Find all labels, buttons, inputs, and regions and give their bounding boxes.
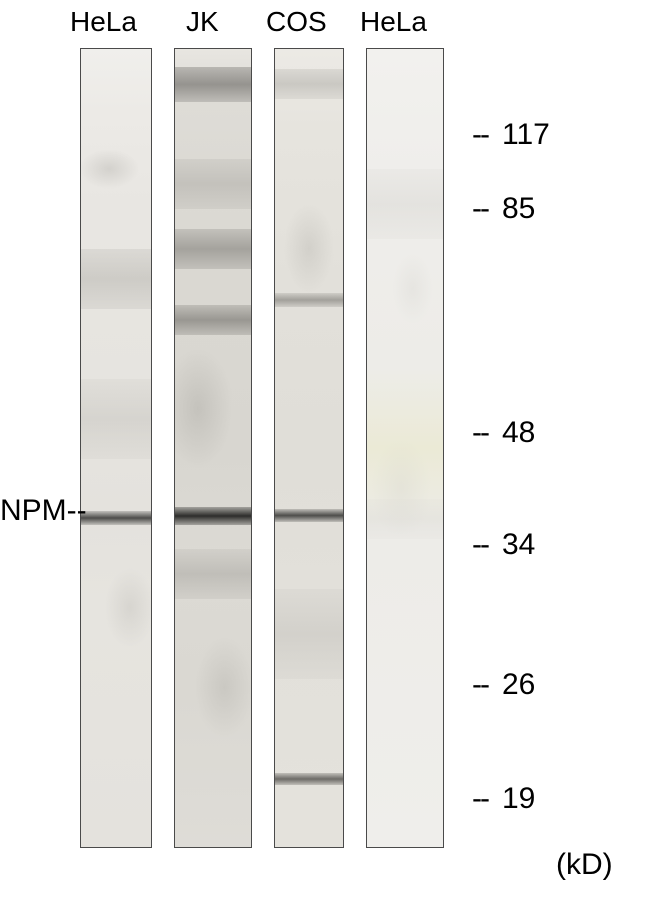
mw-tick: -- xyxy=(472,782,488,816)
blot-band xyxy=(367,499,443,539)
lane-label-2: JK xyxy=(186,6,219,38)
lane-1 xyxy=(80,48,152,848)
blot-band xyxy=(175,549,251,599)
mw-value: 19 xyxy=(502,782,535,816)
blot-band xyxy=(175,229,251,269)
blot-band xyxy=(81,511,151,525)
blot-band xyxy=(367,169,443,239)
lane-label-4: HeLa xyxy=(360,6,427,38)
blot-band xyxy=(275,589,343,679)
mw-value: 34 xyxy=(502,528,535,562)
lane-label-1: HeLa xyxy=(70,6,137,38)
blot-band xyxy=(175,159,251,209)
blot-band xyxy=(175,507,251,525)
mw-marker: -- 34 xyxy=(472,528,535,562)
mw-value: 85 xyxy=(502,192,535,226)
mw-marker: -- 85 xyxy=(472,192,535,226)
mw-tick: -- xyxy=(472,668,488,702)
lane-noise xyxy=(275,49,343,847)
protein-label-tick: -- xyxy=(67,494,87,527)
mw-marker: -- 26 xyxy=(472,668,535,702)
mw-marker: -- 19 xyxy=(472,782,535,816)
blot-band xyxy=(175,305,251,335)
mw-value: 48 xyxy=(502,416,535,450)
blot-band xyxy=(275,69,343,99)
blot-band xyxy=(275,293,343,307)
mw-marker: -- 48 xyxy=(472,416,535,450)
mw-tick: -- xyxy=(472,118,488,152)
mw-value: 26 xyxy=(502,668,535,702)
lane-4 xyxy=(366,48,444,848)
lane-3 xyxy=(274,48,344,848)
mw-value: 117 xyxy=(502,118,550,152)
protein-label-text: NPM xyxy=(0,494,67,527)
lane-label-3: COS xyxy=(266,6,327,38)
mw-tick: -- xyxy=(472,416,488,450)
mw-marker: -- 117 xyxy=(472,118,550,152)
western-blot-figure: HeLa JK COS HeLa NPM-- --117--85--48--34… xyxy=(0,0,650,902)
blot-band xyxy=(175,67,251,102)
lane-2 xyxy=(174,48,252,848)
protein-label-npm: NPM-- xyxy=(0,494,87,528)
unit-label: (kD) xyxy=(556,848,613,882)
mw-tick: -- xyxy=(472,528,488,562)
blot-band xyxy=(275,773,343,785)
mw-tick: -- xyxy=(472,192,488,226)
blot-band xyxy=(81,249,151,309)
blot-band xyxy=(81,379,151,459)
blot-band xyxy=(275,509,343,522)
